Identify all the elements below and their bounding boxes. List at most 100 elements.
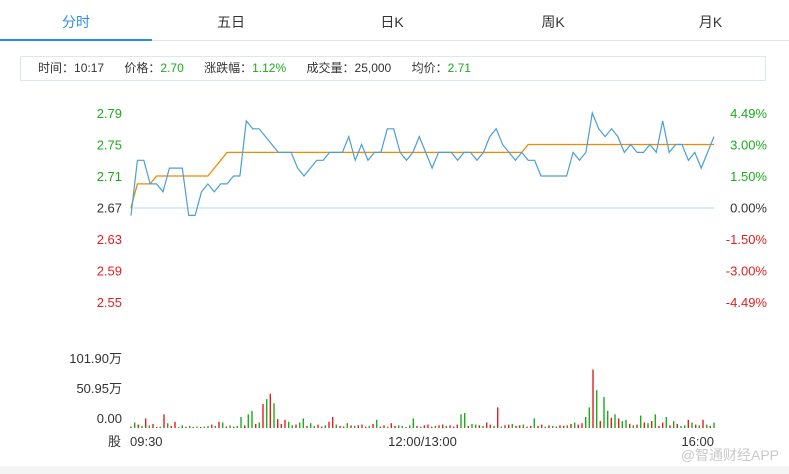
volume-bar: [379, 426, 381, 428]
volume-bar: [563, 425, 565, 428]
tab-monthly-k[interactable]: 月K: [698, 14, 723, 30]
tab-intraday[interactable]: 分时: [0, 0, 152, 41]
volume-bar: [464, 412, 466, 428]
volume-bar: [130, 426, 132, 428]
time-tick-label: 12:00/13:00: [388, 434, 457, 449]
volume-bar: [335, 424, 337, 428]
volume-bar: [247, 414, 249, 428]
price-tick-label: 2.75: [97, 138, 122, 153]
price-tick-label: 2.79: [97, 106, 122, 121]
percent-tick-label: 1.50%: [730, 169, 767, 184]
volume-bar: [321, 426, 323, 428]
volume-bar: [291, 425, 293, 428]
volume-bar: [482, 425, 484, 428]
volume-bar: [236, 425, 238, 428]
volume-value: 25,000: [354, 61, 392, 75]
volume-bar: [420, 426, 422, 428]
tab-five-day[interactable]: 五日: [217, 14, 245, 30]
volume-bar: [273, 403, 275, 428]
quote-info-bar: 时间：10:17 价格：2.70 涨跌幅：1.12% 成交量：25,000 均价…: [20, 56, 766, 81]
volume-bar: [431, 426, 433, 428]
volume-bar: [471, 423, 473, 428]
volume-bar: [262, 404, 264, 428]
volume-bar: [277, 419, 279, 428]
percent-tick-label: 4.49%: [730, 106, 767, 121]
avg-info: 均价：2.71: [412, 61, 471, 75]
volume-bar: [181, 425, 183, 428]
volume-bar: [702, 419, 704, 428]
volume-axis: 101.90万 50.95万 0.00: [69, 351, 122, 426]
volume-bar: [343, 426, 345, 428]
volume-bar: [398, 425, 400, 428]
volume-bar: [222, 422, 224, 428]
volume-bar: [519, 425, 521, 428]
volume-bar: [566, 425, 568, 428]
volume-bar: [632, 425, 634, 428]
volume-bar: [548, 425, 550, 428]
volume-unit-label: 股: [108, 434, 121, 449]
volume-bar: [324, 425, 326, 428]
volume-bar: [570, 423, 572, 428]
volume-bar: [218, 421, 220, 428]
volume-bar: [438, 425, 440, 428]
volume-bar: [537, 425, 539, 428]
volume-bar: [310, 423, 312, 428]
volume-bar: [390, 423, 392, 428]
volume-bar: [607, 410, 609, 428]
volume-bar: [196, 426, 198, 428]
volume-bar: [137, 424, 139, 428]
volume-bar: [288, 421, 290, 428]
volume-bar: [647, 423, 649, 428]
volume-bar: [258, 422, 260, 428]
percent-tick-label: -1.50%: [726, 232, 768, 247]
volume-bar: [148, 425, 150, 428]
volume-bar: [654, 414, 656, 428]
volume-bar: [163, 414, 165, 428]
volume-tick-label: 0.00: [97, 411, 122, 426]
price-left-axis: 2.79 2.75 2.71 2.67 2.63 2.59 2.55: [97, 106, 122, 310]
volume-bar: [709, 425, 711, 428]
volume-bar: [434, 425, 436, 428]
volume-bar: [467, 425, 469, 428]
volume-bar: [412, 418, 414, 428]
volume-bar: [460, 414, 462, 428]
change-info: 涨跌幅：1.12%: [204, 61, 286, 75]
volume-bar: [706, 424, 708, 428]
price-line: [130, 110, 715, 216]
volume-bar: [141, 425, 143, 428]
volume-bar: [500, 426, 502, 428]
volume-bar: [614, 414, 616, 428]
price-tick-label: 2.55: [97, 295, 122, 310]
volume-bars: [130, 369, 715, 428]
volume-bar: [372, 423, 374, 428]
volume-bar: [427, 424, 429, 428]
volume-bar: [339, 425, 341, 428]
volume-bar: [533, 418, 535, 428]
volume-bar: [134, 422, 136, 428]
volume-bar: [574, 422, 576, 428]
volume-tick-label: 101.90万: [69, 351, 122, 366]
tab-daily-k[interactable]: 日K: [380, 14, 404, 30]
volume-bar: [511, 423, 513, 428]
volume-bar: [592, 369, 594, 428]
price-tick-label: 2.67: [97, 201, 122, 216]
price-tick-label: 2.71: [97, 169, 122, 184]
tab-weekly-k[interactable]: 周K: [541, 14, 565, 30]
volume-bar: [233, 426, 235, 428]
volume-bar: [618, 418, 620, 428]
volume-bar: [346, 423, 348, 428]
volume-bar: [357, 425, 359, 428]
volume-bar: [394, 425, 396, 428]
volume-bar: [302, 418, 304, 428]
volume-bar: [240, 417, 242, 428]
time-tick-label: 16:00: [681, 434, 714, 449]
volume-bar: [581, 423, 583, 428]
volume-bar: [376, 419, 378, 428]
percent-right-axis: 4.49% 3.00% 1.50% 0.00% -1.50% -3.00% -4.49%: [726, 106, 768, 310]
volume-bar: [192, 427, 194, 428]
volume-bar: [299, 422, 301, 428]
volume-bar: [669, 425, 671, 428]
volume-bar: [401, 425, 403, 428]
volume-tick-label: 50.95万: [76, 381, 122, 396]
price-tick-label: 2.59: [97, 264, 122, 279]
